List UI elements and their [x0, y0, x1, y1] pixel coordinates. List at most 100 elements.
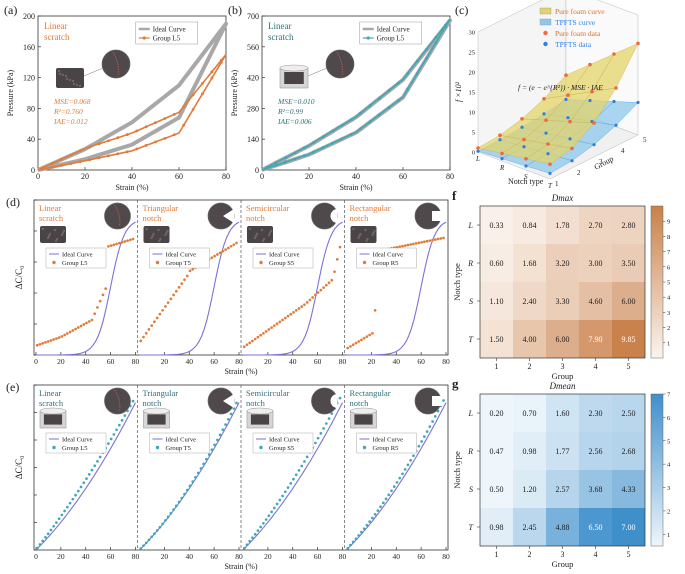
group-data-point-e-3 — [351, 540, 355, 544]
heatmap-cell-g — [612, 470, 645, 508]
group-data-point-b — [284, 160, 287, 164]
x-tick-label-b: 20 — [305, 172, 313, 181]
legend-marker-group-e-3 — [362, 445, 367, 450]
heatmap-cell-label-g: 3.68 — [589, 485, 603, 494]
legend-box-d-1 — [149, 247, 210, 269]
subpanel-title-d-0-line1: Linear — [39, 203, 61, 213]
specimen-d-3-body — [350, 226, 377, 243]
group-data-point-e-1 — [194, 475, 197, 479]
heatmap-cell-g — [480, 432, 513, 470]
zoom-inset-d-0 — [104, 202, 131, 230]
tpfts-data-point — [592, 143, 596, 147]
x-tick-label-e: 80 — [442, 552, 450, 561]
group-data-point-b — [293, 151, 297, 155]
specimen-d-2 — [247, 226, 273, 243]
group-data-point-d-2 — [338, 245, 342, 249]
group-data-point-d-2 — [314, 293, 317, 297]
specimen-d-3-pore — [373, 229, 376, 233]
colorbar-tick-label-f: 6 — [667, 264, 671, 271]
group-data-point-a — [144, 125, 148, 129]
group-data-point-d-2 — [251, 339, 254, 343]
group-data-point-b — [331, 129, 334, 133]
x-tick-label-b: 40 — [352, 172, 360, 181]
heatmap-cell-label-f: 0.33 — [490, 221, 504, 230]
legend-box-e-1 — [149, 432, 210, 454]
legend-label-group-a: Group L5 — [153, 35, 181, 43]
group-data-point-d-0 — [90, 318, 94, 322]
legend-label-c-1: TPFTS curve — [555, 18, 596, 27]
group-data-point-e-0 — [87, 473, 91, 476]
ideal-curve-line-e-1 — [139, 402, 240, 551]
group-data-point-d-3 — [428, 239, 432, 243]
group-data-point-e-3 — [387, 493, 391, 497]
foam-data-point — [522, 137, 526, 142]
group-data-point-d-3 — [362, 336, 366, 340]
panel-title-a-line2: scratch — [44, 32, 70, 42]
group-data-point-e-1 — [221, 428, 225, 432]
heatmap-cell-label-f: 9.85 — [622, 335, 636, 344]
subpanel-title-e-0-line2: scratch — [39, 398, 64, 408]
legend-marker-group-d-3 — [362, 260, 367, 265]
specimen-d-3-pore — [366, 237, 369, 241]
group-data-point-a — [219, 58, 223, 62]
zoom-inset-e-0-mark — [114, 389, 121, 412]
specimen-a-pore — [78, 84, 82, 88]
panel-title-a-line1: Linear — [44, 21, 67, 31]
foam-data-point — [524, 157, 528, 161]
y-tick-label-b: 280 — [247, 104, 259, 113]
zoom-inset-d-2-mark — [330, 209, 338, 223]
heatmap-cell-label-f: 7.90 — [589, 335, 603, 344]
group-data-point-a — [172, 133, 176, 137]
group-data-point-b — [368, 104, 372, 107]
group-data-point-e-1 — [142, 544, 145, 548]
group-data-point-e-1 — [139, 547, 143, 550]
x-axis-label-b: Strain (%) — [339, 183, 372, 192]
specimen-d-1-pore — [151, 234, 154, 238]
group-data-point-e-3 — [406, 463, 410, 467]
group-data-point-d-0 — [117, 241, 121, 245]
specimen-d-2-pore — [261, 239, 265, 243]
panel-f: f Dmax 0.33 0.84 1.78 2.70 2.80 0.60 1.68 3.20 3.0… — [452, 188, 671, 381]
group-data-point-d-1 — [191, 267, 195, 271]
group-data-point-b — [415, 59, 419, 63]
specimen-d-3-pore — [364, 228, 367, 232]
group-data-point-a — [88, 158, 92, 162]
specimen-a-pore — [58, 72, 62, 76]
group-data-point-e-2 — [281, 494, 284, 498]
group-data-point-e-3 — [431, 420, 434, 423]
specimen-d-1 — [143, 226, 170, 243]
group-data-point-d-3 — [373, 309, 377, 312]
zoom-inset-e-2 — [311, 387, 338, 415]
specimen-e-0 — [39, 407, 67, 429]
tpfts-data-point — [564, 97, 568, 102]
tpfts-data-point — [570, 159, 574, 163]
heatmap-cell-label-g: 0.20 — [490, 409, 504, 418]
metric-b-0: MSE=0.010 — [277, 97, 315, 106]
group-data-point-e-0 — [76, 489, 80, 493]
group-data-point-e-2 — [314, 441, 317, 445]
group-data-point-e-3 — [346, 546, 350, 550]
specimen-e-3-top — [350, 407, 377, 415]
group-data-point-d-0 — [87, 320, 91, 323]
group-data-point-e-0 — [93, 464, 97, 468]
group-data-point-b — [396, 81, 400, 85]
specimen-d-1-pore — [145, 227, 148, 231]
legend-marker-c-2 — [543, 30, 548, 36]
panel-label-g: g — [452, 376, 459, 391]
group-data-point-e-3 — [403, 468, 407, 471]
specimen-d-0-pore — [61, 231, 65, 235]
foam-data-point — [588, 62, 592, 67]
group-data-point-d-1 — [155, 316, 159, 320]
ideal-curve-line-d-0 — [36, 221, 136, 356]
group-data-point-d-1 — [183, 278, 186, 282]
group-data-point-a — [78, 160, 82, 164]
x-tick-label-a: 80 — [222, 172, 230, 181]
y-axis-label-c: Group — [593, 154, 615, 172]
group-data-point-d-0 — [123, 240, 127, 243]
col-label-f: 4 — [594, 362, 598, 371]
group-data-point-d-0 — [126, 239, 129, 243]
x-tick-label-d: 40 — [186, 357, 194, 366]
legend-label-ideal-b: Ideal Curve — [377, 26, 410, 34]
group-data-point-e-3 — [417, 444, 421, 448]
group-data-point-e-0 — [131, 399, 135, 403]
